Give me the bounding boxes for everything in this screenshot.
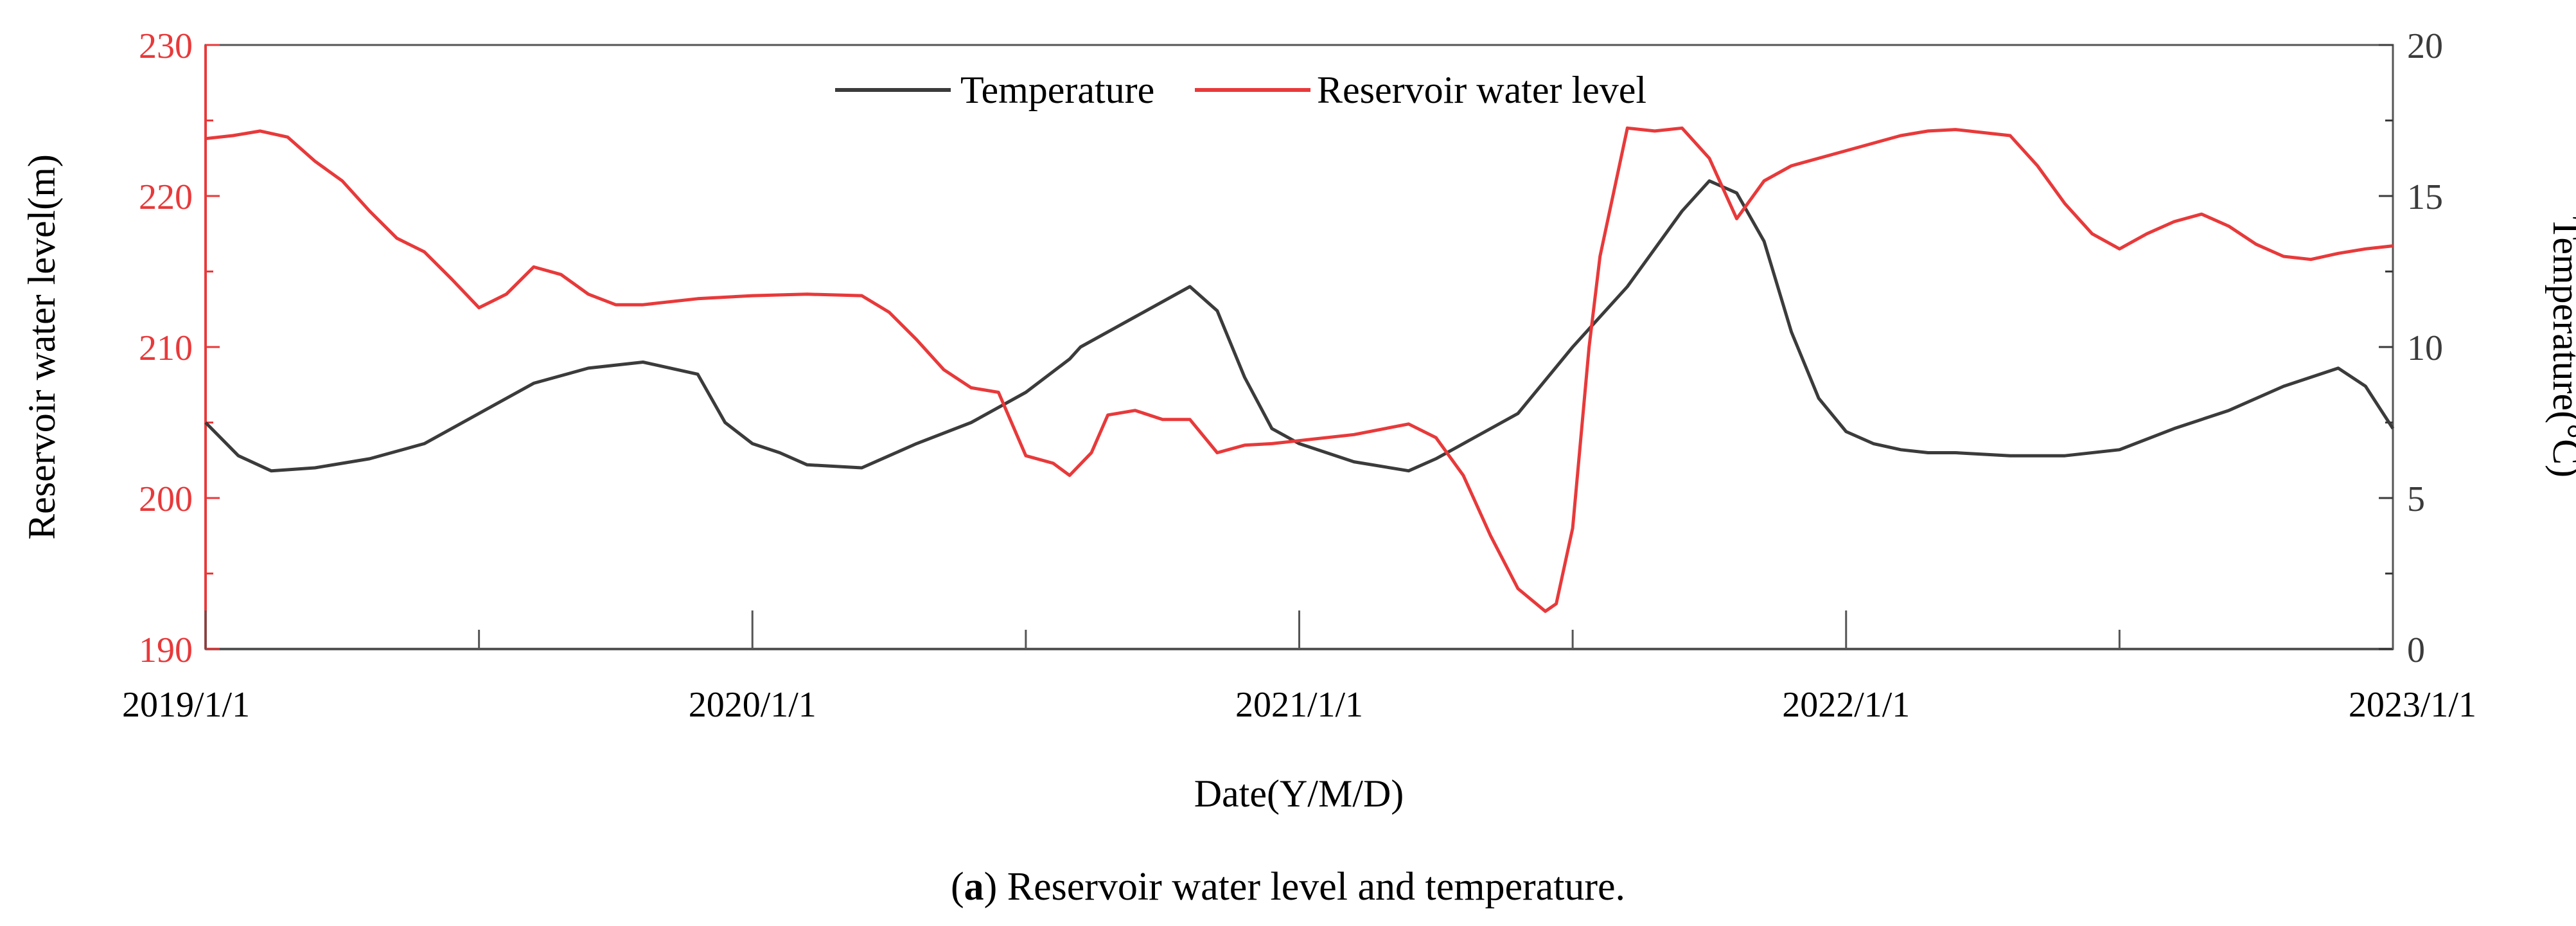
x-tick-label: 2021/1/1 xyxy=(1235,685,1363,725)
series-water-level-line xyxy=(205,126,2394,613)
plot-area xyxy=(204,44,2394,650)
legend-temperature-label: Temperature xyxy=(960,69,1154,111)
legend-water-level-label: Reservoir water level xyxy=(1317,69,1646,111)
right-tick-label: 20 xyxy=(2407,26,2443,66)
x-tick-label: 2023/1/1 xyxy=(2349,685,2476,725)
x-tick-label: 2019/1/1 xyxy=(122,685,250,725)
right-tick-label: 10 xyxy=(2407,328,2443,368)
right-axis-title: Temperature(°C) xyxy=(2545,217,2576,477)
right-tick-label: 0 xyxy=(2407,630,2425,670)
left-axis-ticks: 190 200 210 220 230 xyxy=(139,26,220,670)
series-temperature-line xyxy=(204,179,2395,473)
x-tick-label: 2020/1/1 xyxy=(689,685,816,725)
legend: Temperature Reservoir water level xyxy=(835,69,1646,111)
left-tick-label: 230 xyxy=(139,26,193,66)
right-axis-ticks: 0 5 10 15 20 xyxy=(2379,26,2443,670)
left-tick-label: 210 xyxy=(139,328,193,368)
left-tick-label: 190 xyxy=(139,630,193,670)
left-tick-label: 200 xyxy=(139,479,193,519)
figure-caption: (a) Reservoir water level and temperatur… xyxy=(951,865,1625,909)
right-tick-label: 15 xyxy=(2407,177,2443,217)
caption-prefix: ( xyxy=(951,865,964,909)
caption-letter: a xyxy=(964,865,984,909)
left-axis-title: Reservoir water level(m) xyxy=(21,154,63,540)
right-tick-label: 5 xyxy=(2407,479,2425,519)
left-tick-label: 220 xyxy=(139,177,193,217)
x-axis-title: Date(Y/M/D) xyxy=(1194,772,1404,815)
x-axis-ticks: 2019/1/1 2020/1/1 2021/1/1 2022/1/1 2023/1/1 xyxy=(122,610,2476,725)
x-tick-label: 2022/1/1 xyxy=(1782,685,1910,725)
caption-text: ) Reservoir water level and temperature. xyxy=(984,865,1625,909)
